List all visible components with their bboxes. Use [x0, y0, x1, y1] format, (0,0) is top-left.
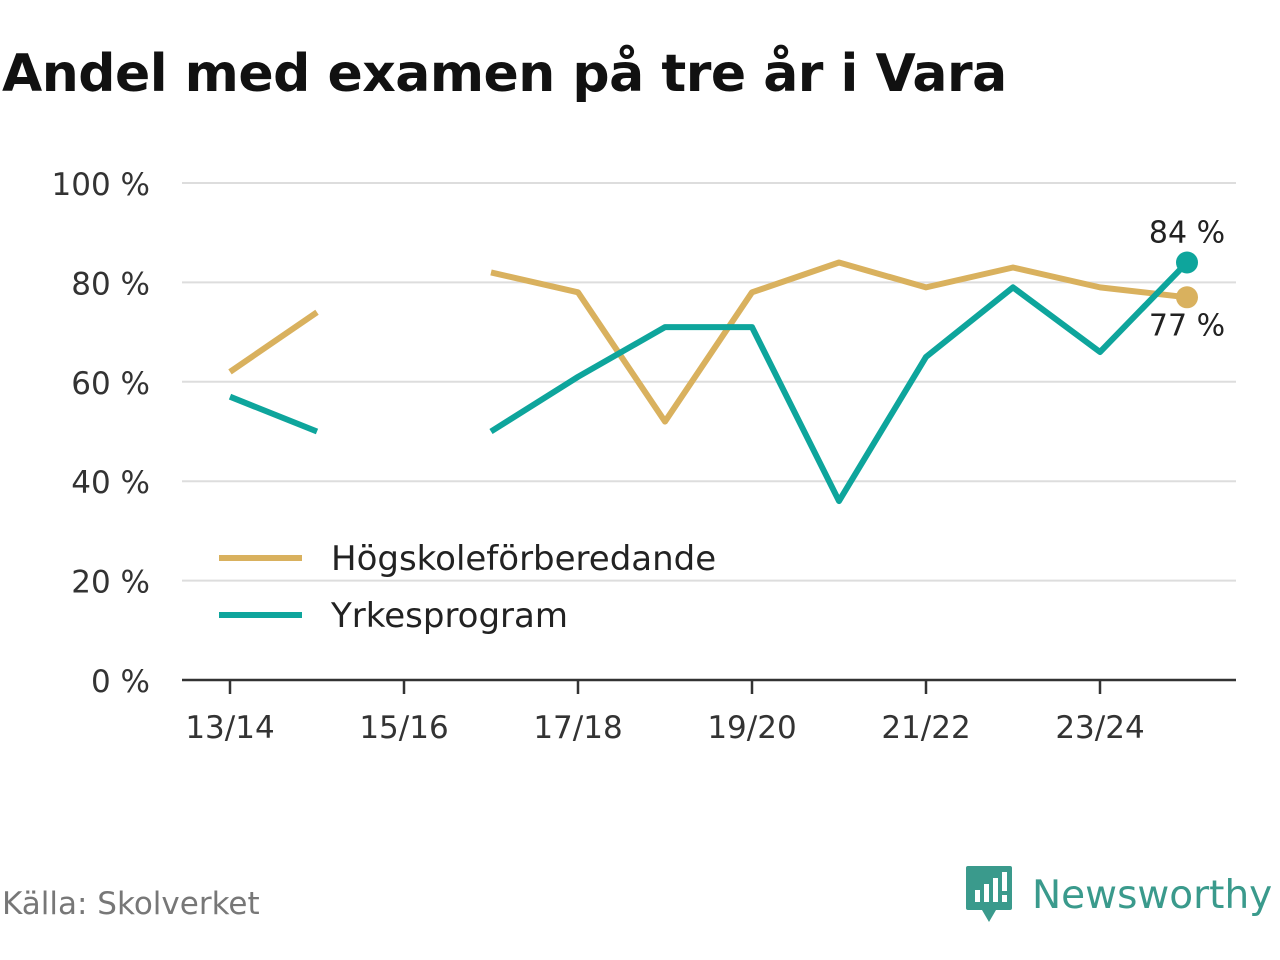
y-tick-label: 40 %: [71, 465, 150, 501]
series-line-2: [228, 393, 319, 435]
x-tick-label: 17/18: [533, 710, 622, 746]
series-line-2: [489, 260, 1190, 505]
legend: Högskoleförberedande Yrkesprogram: [206, 526, 758, 636]
y-tick-label: 0 %: [91, 664, 150, 700]
end-label-hogskoleforberedande: 77 %: [1149, 308, 1225, 343]
x-tick-label: 21/22: [881, 710, 970, 746]
series-line-1: [490, 259, 1188, 425]
legend-label: Högskoleförberedande: [331, 539, 716, 579]
gridlines: [182, 182, 1236, 582]
y-tick-label: 60 %: [71, 366, 150, 402]
legend-backdrop: [206, 526, 758, 579]
x-tick-label: 15/16: [359, 710, 448, 746]
x-tick-label: 13/14: [185, 710, 274, 746]
x-tick-label: 19/20: [707, 710, 796, 746]
x-tick-label: 23/24: [1055, 710, 1144, 746]
y-tick-label: 20 %: [71, 565, 150, 601]
legend-label: Yrkesprogram: [330, 596, 568, 636]
end-marker-1: [1176, 286, 1198, 309]
data-labels: 84 % 77 %: [1149, 216, 1225, 344]
brand-name: Newsworthy: [1032, 872, 1273, 918]
end-marker-2: [1176, 251, 1198, 274]
series-line-1: [228, 309, 319, 375]
source-note: Källa: Skolverket: [2, 886, 260, 922]
chart-title: Andel med examen på tre år i Vara: [2, 44, 1007, 104]
end-label-yrkesprogram: 84 %: [1149, 216, 1225, 251]
y-tick-label: 80 %: [71, 266, 150, 302]
newsworthy-logo-icon: [966, 866, 1012, 922]
x-axis: 13/14 15/16 17/18 19/20 21/22 23/24: [182, 678, 1236, 746]
y-axis-ticks: 0 % 20 % 40 % 60 % 80 % 100 %: [52, 167, 150, 700]
brand-logo: Newsworthy: [964, 864, 1272, 926]
y-tick-label: 100 %: [52, 167, 150, 203]
series-lines: [228, 251, 1198, 505]
